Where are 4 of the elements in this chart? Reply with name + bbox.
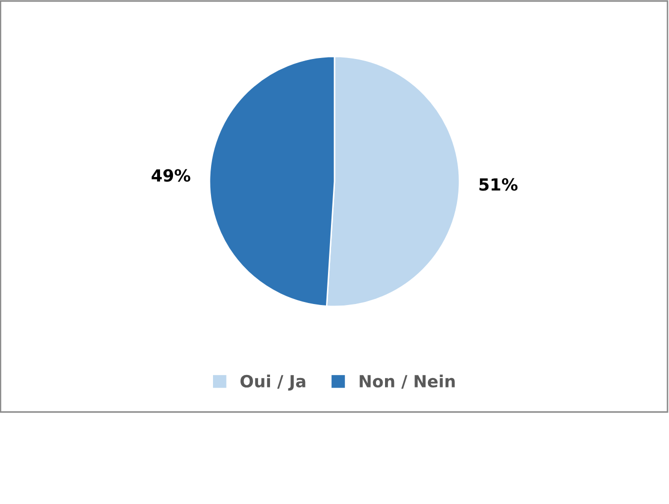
data-label: 49% — [152, 169, 190, 182]
data-label: 51% — [479, 178, 518, 191]
legend-label: Oui / Ja — [240, 374, 306, 391]
legend-label: Non / Nein — [360, 374, 455, 389]
